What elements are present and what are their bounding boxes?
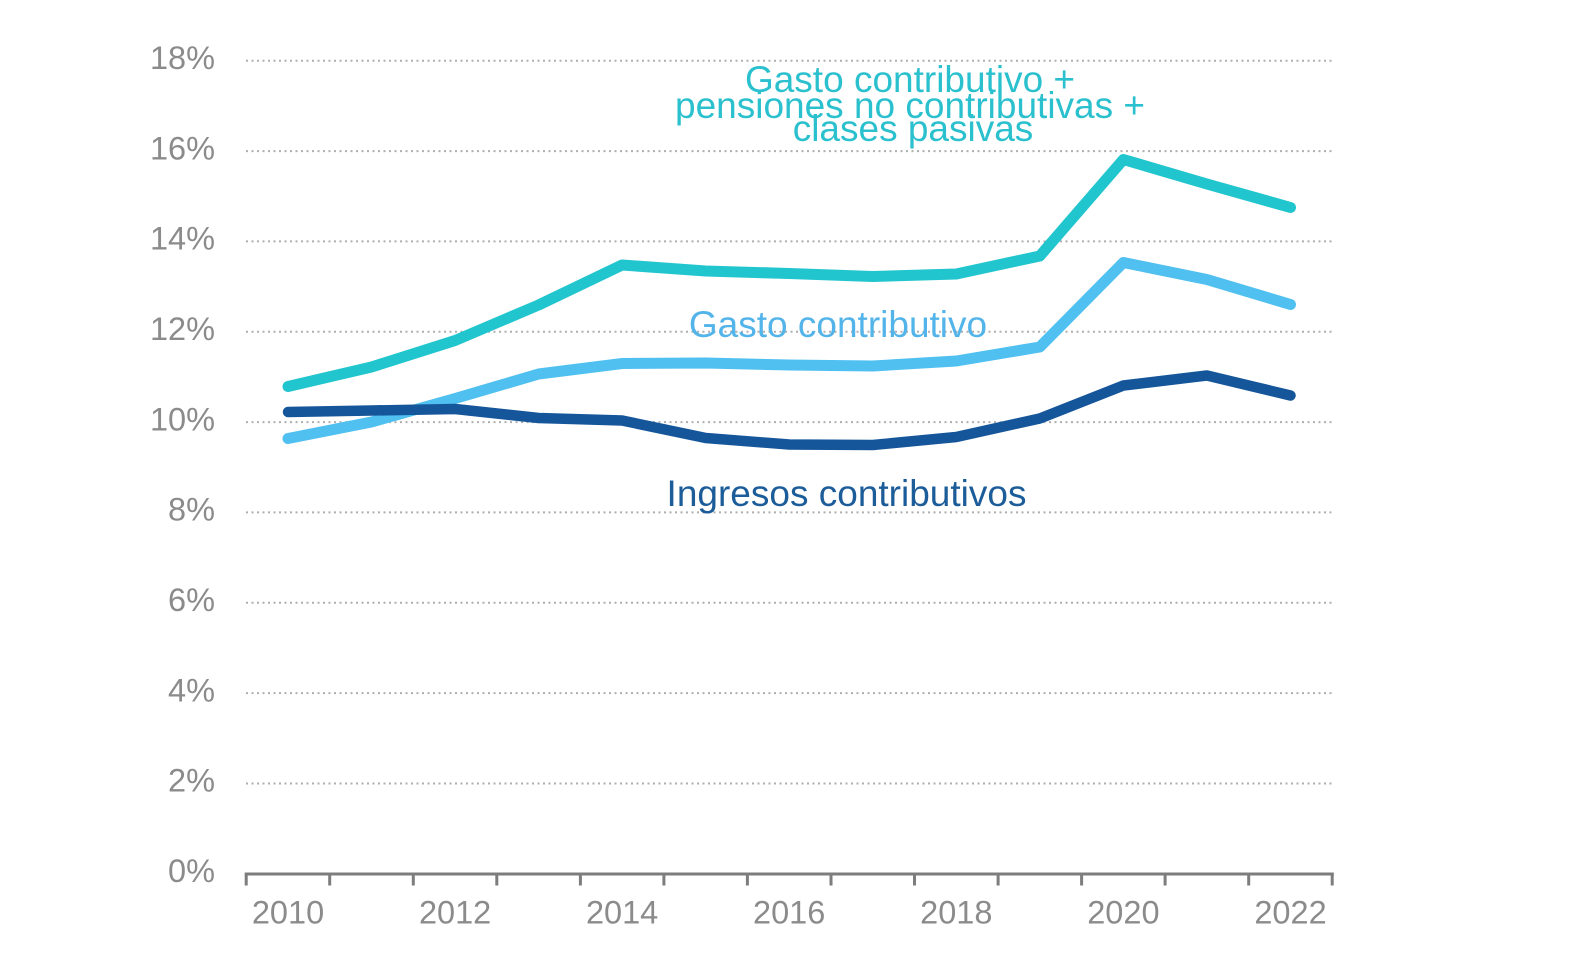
svg-text:pensiones no contributivas +: pensiones no contributivas + [675,85,1145,126]
svg-text:18%: 18% [150,40,215,76]
svg-text:6%: 6% [168,582,215,618]
svg-text:2014: 2014 [586,895,658,931]
svg-text:Gasto contributivo +: Gasto contributivo + [745,59,1075,100]
svg-text:14%: 14% [150,221,215,257]
svg-text:16%: 16% [150,130,215,166]
svg-text:2016: 2016 [753,895,825,931]
svg-text:0%: 0% [168,853,215,889]
svg-text:8%: 8% [168,492,215,528]
svg-text:Ingresos contributivos: Ingresos contributivos [667,473,1027,514]
svg-text:2022: 2022 [1254,895,1326,931]
svg-text:12%: 12% [150,311,215,347]
svg-text:4%: 4% [168,672,215,708]
svg-text:10%: 10% [150,401,215,437]
svg-text:2012: 2012 [419,895,491,931]
svg-text:2010: 2010 [252,895,324,931]
svg-text:Gasto contributivo: Gasto contributivo [689,304,987,345]
svg-text:2020: 2020 [1087,895,1159,931]
svg-text:2%: 2% [168,763,215,799]
svg-text:clases pasivas: clases pasivas [793,108,1034,149]
svg-text:2018: 2018 [920,895,992,931]
